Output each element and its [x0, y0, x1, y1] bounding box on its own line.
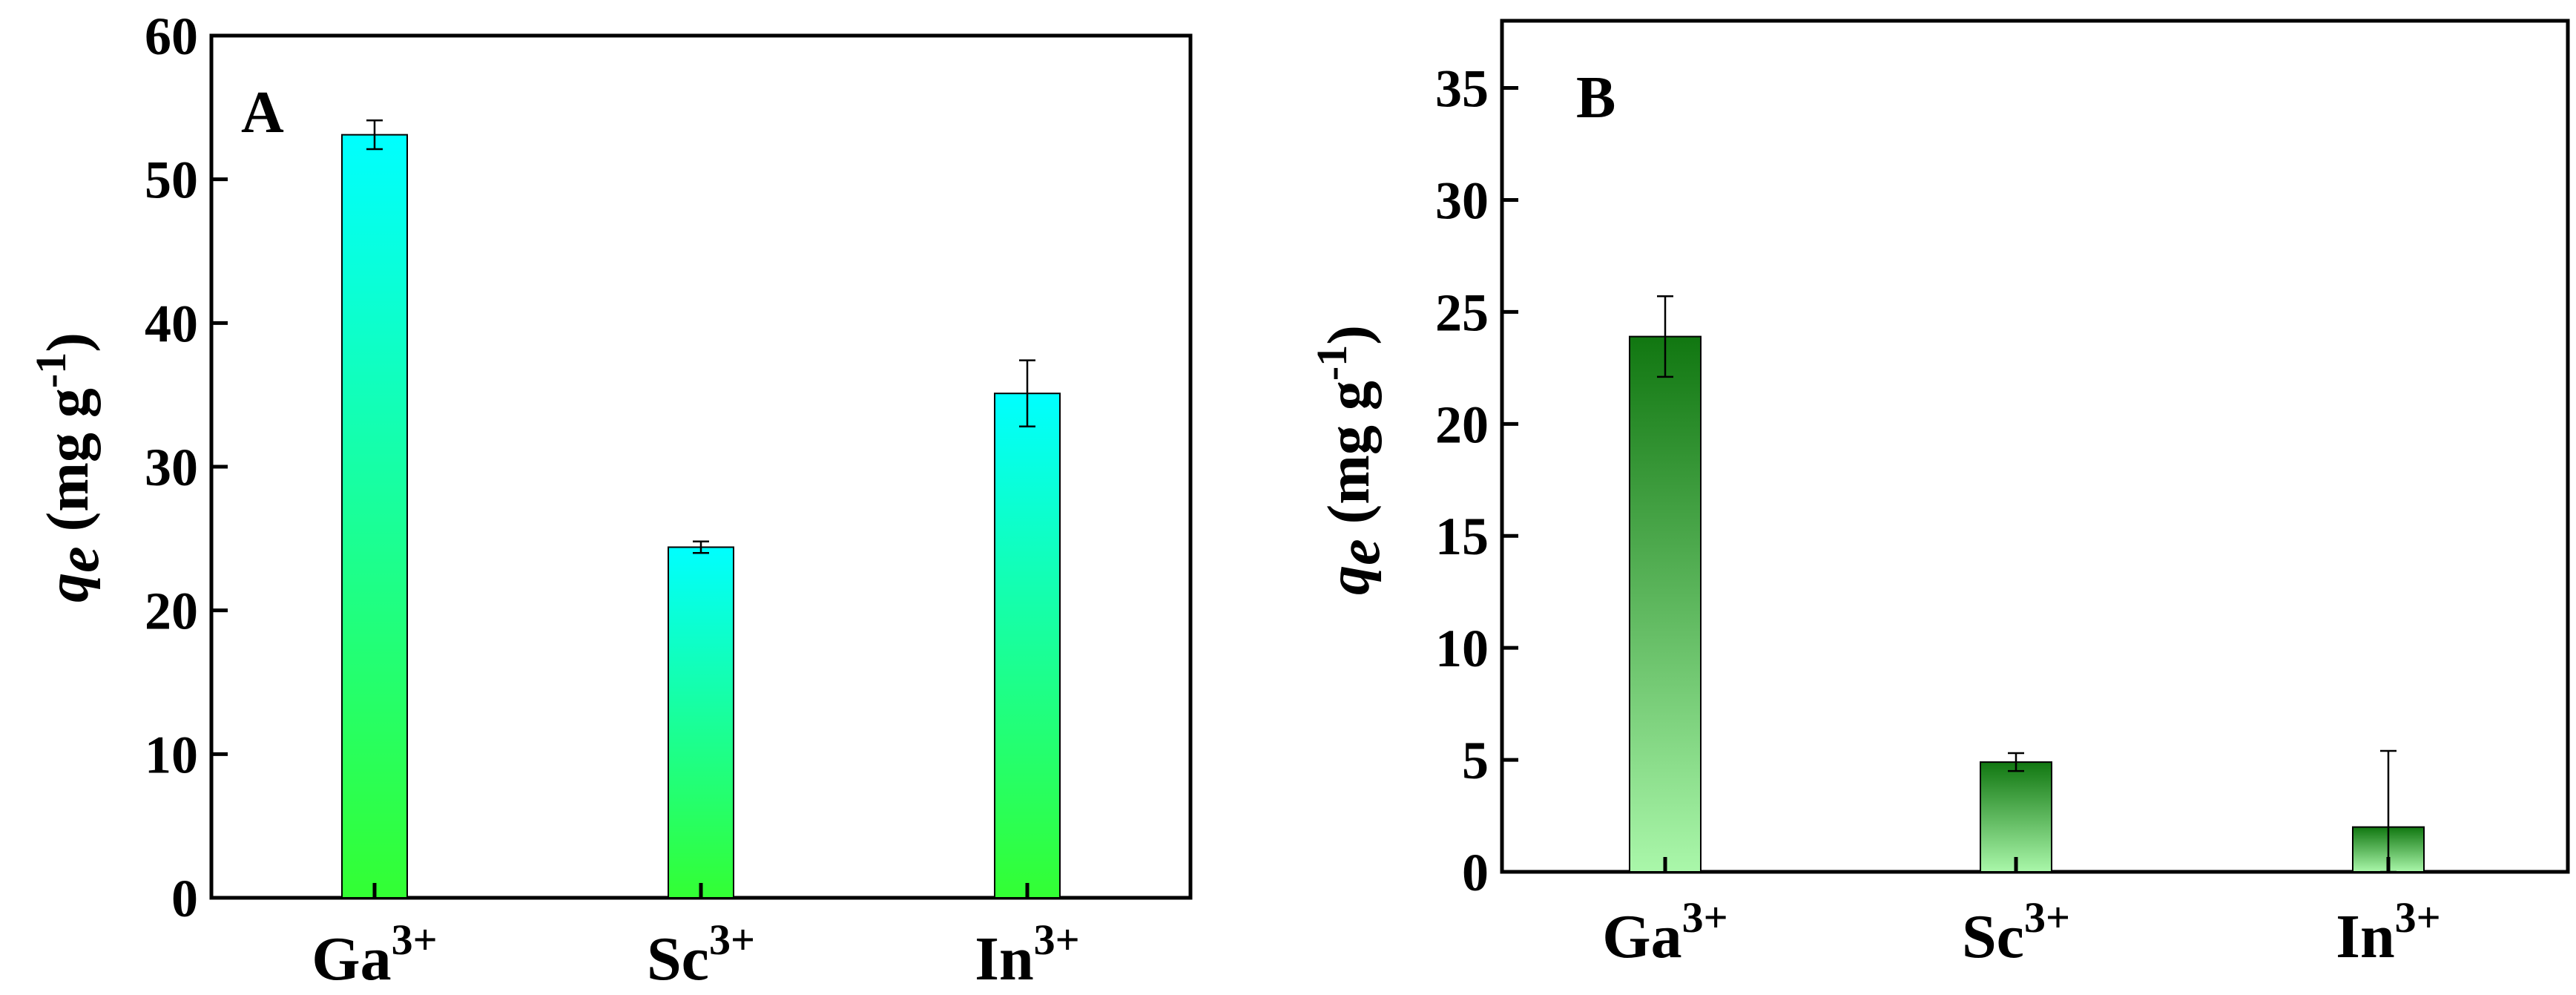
panel-a-y-tick-label: 30	[145, 438, 198, 497]
panel-b-y-tick-label: 30	[1435, 171, 1489, 230]
panel-a-y-tick-label: 20	[145, 582, 198, 641]
panel-b-y-tick-label: 35	[1435, 59, 1489, 119]
panel-b-y-tick-label: 0	[1462, 843, 1489, 902]
panel-a-category-label-ga: Ga3+	[312, 916, 437, 994]
panel-b-y-tick-label: 10	[1435, 619, 1489, 678]
panel-b-y-tick-label: 20	[1435, 395, 1489, 454]
panel-a-y-axis-title: qe (mg g-1)	[27, 332, 111, 602]
panel-b-y-tick-label: 15	[1435, 507, 1489, 566]
panel-a-label: A	[241, 80, 284, 145]
panel-b-y-tick-label: 5	[1462, 731, 1489, 790]
panel-a-ylabel-superscript: -1	[27, 352, 75, 388]
panel-a-chart: A qe (mg g-1) 0 10 20 30 40 50 60 Ga3+ Sc3+ In3+	[27, 7, 1193, 994]
panel-a-bar-sc	[668, 546, 734, 899]
panel-b-bar-sc	[1980, 761, 2052, 873]
panel-b-ylabel-close: )	[1317, 325, 1382, 345]
panel-a-bar-in	[994, 393, 1061, 899]
panel-a-y-tick-label: 50	[145, 151, 198, 210]
panel-b-ylabel-symbol: q	[1317, 565, 1382, 595]
panel-a-category-label-in: In3+	[975, 916, 1079, 994]
panel-a-ylabel-symbol: q	[36, 573, 101, 602]
panel-b-y-tick-label: 25	[1435, 283, 1489, 342]
panel-a-ylabel-text: (mg g	[36, 388, 101, 546]
panel-b-bar-ga	[1629, 335, 1702, 873]
panel-b-category-label-ga: Ga3+	[1602, 893, 1727, 971]
panel-b-ylabel-superscript: -1	[1308, 345, 1356, 381]
panel-b-ylabel-subscript: e	[1327, 539, 1392, 565]
panel-a-ylabel-subscript: e	[46, 546, 111, 573]
panel-b-ylabel-text: (mg g	[1317, 381, 1382, 539]
panel-b-label: B	[1576, 65, 1615, 131]
panel-b-chart: B qe (mg g-1) 0 5 10 15 20 25 30 35 Ga3+ Sc3+ In3…	[1308, 19, 2570, 971]
panel-a-category-label-sc: Sc3+	[647, 916, 755, 994]
panel-b-y-axis-title: qe (mg g-1)	[1308, 325, 1392, 595]
svg-text:qe (mg g-1): qe (mg g-1)	[27, 332, 111, 602]
panel-a-y-tick-label: 60	[145, 7, 198, 66]
panel-a-y-tick-label: 0	[171, 869, 198, 928]
panel-a-bar-ga	[341, 134, 408, 899]
panel-a-y-tick-label: 10	[145, 725, 198, 784]
panel-b-category-label-in: In3+	[2336, 893, 2440, 971]
panel-b-category-label-sc: Sc3+	[1962, 893, 2070, 971]
panel-a-y-tick-label: 40	[145, 294, 198, 353]
svg-text:qe (mg g-1): qe (mg g-1)	[1308, 325, 1392, 595]
panel-a-ylabel-close: )	[36, 332, 101, 352]
